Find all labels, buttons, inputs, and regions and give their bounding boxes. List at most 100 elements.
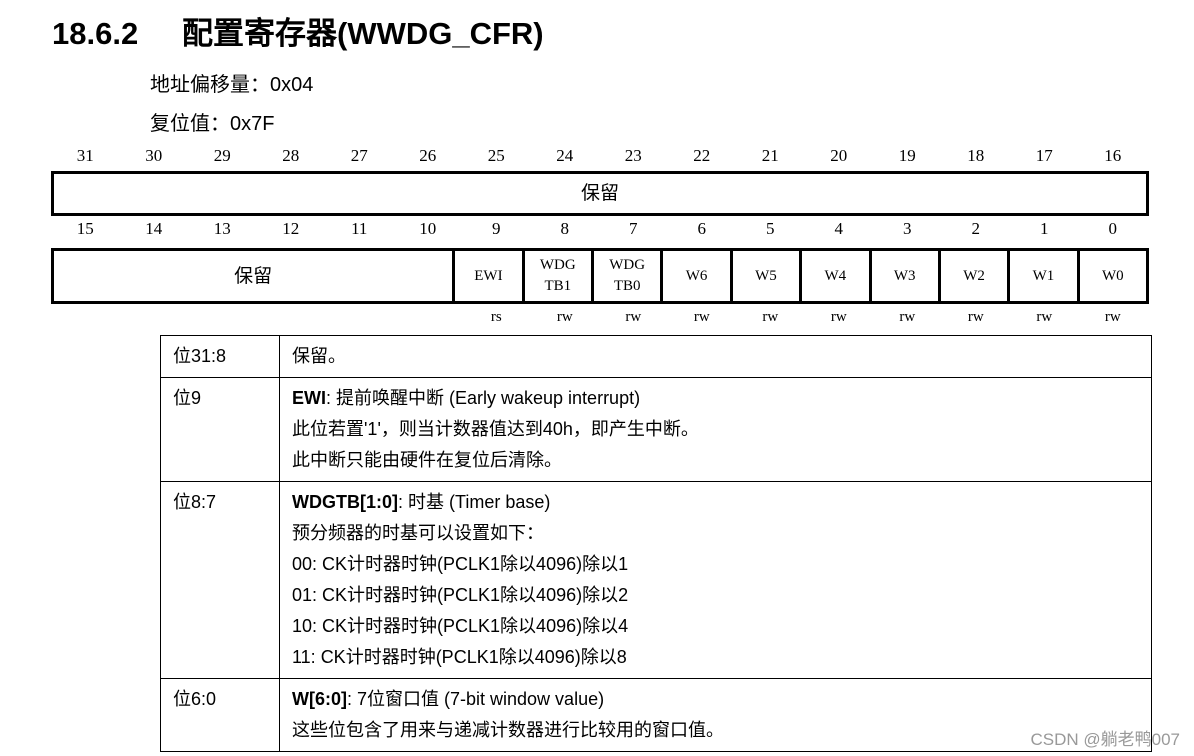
reset-value-text: 0x7F — [230, 113, 275, 135]
bit-description: W[6:0]: 7位窗口值 (7-bit window value) 这些位包含了… — [279, 678, 1152, 752]
bit-number: 16 — [1104, 146, 1122, 165]
access-type: rw — [830, 309, 847, 325]
bit-number: 23 — [624, 146, 642, 165]
bit-number: 0 — [1108, 219, 1118, 238]
access-type: rw — [1104, 309, 1121, 325]
bit-number: 13 — [213, 219, 231, 238]
bit-number: 7 — [629, 219, 638, 238]
description-row: 位6:0 W[6:0]: 7位窗口值 (7-bit window value) 这些… — [160, 678, 1152, 752]
bit-number: 21 — [761, 146, 779, 165]
lower-bit-numbers: 15 14 13 12 11 10 9 8 7 6 5 4 3 2 1 0 — [51, 219, 1147, 239]
upper-bit-numbers: 31 30 29 28 27 26 25 24 23 22 21 20 19 18 17 16 — [51, 146, 1147, 166]
bit-description: EWI: 提前唤醒中断 (Early wakeup interrupt) 此位若置… — [279, 377, 1152, 482]
access-row: rs rw rw rw rw rw rw rw rw rw — [51, 309, 1147, 326]
section-number: 18.6.2 — [52, 16, 139, 51]
reset-label: 复位值： — [150, 113, 230, 135]
bit-number: 24 — [556, 146, 574, 165]
bit-number: 3 — [903, 219, 912, 238]
bit-range: 位8:7 — [160, 481, 280, 679]
description-line: 00: CK计时器时钟(PCLK1除以4096)除以1 — [292, 554, 629, 574]
bit-description: WDGTB[1:0]: 时基 (Timer base) 预分频器的时基可以设置如下… — [279, 481, 1152, 679]
description-heading: WDGTB[1:0]: 时基 (Timer base) — [292, 487, 1139, 518]
register-field: W0 — [1076, 251, 1146, 301]
access-type: rw — [762, 309, 779, 325]
bit-number: 8 — [560, 219, 570, 238]
bit-range: 位31:8 — [160, 335, 280, 378]
bit-description: 保留。 — [279, 335, 1152, 378]
bit-number: 29 — [213, 146, 231, 165]
bit-range: 位9 — [160, 377, 280, 482]
register-field: EWI — [452, 251, 521, 301]
bit-number: 31 — [76, 146, 94, 165]
register-field: W3 — [868, 251, 938, 301]
bit-number: 17 — [1035, 146, 1053, 165]
bit-number: 5 — [766, 219, 775, 238]
reserved-field: 保留 — [580, 183, 619, 204]
access-type: rw — [556, 309, 573, 325]
access-type: rw — [899, 309, 916, 325]
bit-number: 1 — [1040, 219, 1049, 238]
register-field: W5 — [729, 251, 799, 301]
access-type — [51, 309, 462, 326]
watermark: CSDN @躺老鸭007 — [1030, 730, 1180, 749]
register-field: W6 — [660, 251, 729, 301]
bit-number: 4 — [834, 219, 844, 238]
field-name: EWI — [292, 388, 326, 408]
bit-number: 14 — [145, 219, 163, 238]
field-name: W[6:0] — [292, 689, 347, 709]
description-line: 此中断只能由硬件在复位后清除。 — [292, 450, 562, 470]
register-field: W2 — [937, 251, 1007, 301]
bit-number: 20 — [830, 146, 848, 165]
bit-range: 位6:0 — [160, 678, 280, 752]
section-title: 18.6.2 配置寄存器(WWDG_CFR) — [52, 8, 544, 53]
bit-number: 12 — [282, 219, 300, 238]
description-heading: 保留。 — [292, 341, 1139, 372]
field-title: : 7位窗口值 (7-bit window value) — [347, 689, 605, 709]
bit-number: 2 — [971, 219, 981, 238]
field-name: WDGTB[1:0] — [292, 492, 398, 512]
field-title: : 时基 (Timer base) — [398, 492, 551, 512]
bit-number: 22 — [693, 146, 711, 165]
access-type: rw — [693, 309, 710, 325]
bit-number: 27 — [350, 146, 368, 165]
bit-number: 15 — [76, 219, 94, 238]
access-type: rs — [490, 309, 502, 325]
description-line: 这些位包含了用来与递减计数器进行比较用的窗口值。 — [292, 720, 724, 740]
offset-value: 0x04 — [270, 74, 314, 96]
description-heading: EWI: 提前唤醒中断 (Early wakeup interrupt) — [292, 383, 1139, 414]
bit-number: 30 — [145, 146, 163, 165]
description-row: 位9 EWI: 提前唤醒中断 (Early wakeup interrupt) 此位… — [160, 377, 1152, 482]
bit-number: 9 — [492, 219, 501, 238]
address-offset: 地址偏移量：0x04 — [150, 68, 313, 97]
upper-register-row: 保留 — [51, 171, 1149, 216]
register-field: 保留 — [234, 265, 273, 287]
description-line: 10: CK计时器时钟(PCLK1除以4096)除以4 — [292, 616, 629, 636]
description-row: 位8:7 WDGTB[1:0]: 时基 (Timer base) 预分频器的时基可以… — [160, 481, 1152, 679]
bit-number: 26 — [419, 146, 437, 165]
bit-number: 25 — [487, 146, 505, 165]
lower-register-row: 保留 EWI WDG TB1 WDG TB0 W6 W5 W4 W3 W2 W1 W0 — [51, 248, 1149, 304]
bit-number: 11 — [351, 219, 368, 238]
description-line: 11: CK计时器时钟(PCLK1除以4096)除以8 — [292, 647, 627, 667]
access-type: rw — [625, 309, 642, 325]
description-line: 01: CK计时器时钟(PCLK1除以4096)除以2 — [292, 585, 629, 605]
description-heading: W[6:0]: 7位窗口值 (7-bit window value) — [292, 684, 1139, 715]
field-title: : 提前唤醒中断 (Early wakeup interrupt) — [326, 388, 641, 408]
offset-label: 地址偏移量： — [150, 74, 270, 96]
register-field: W4 — [799, 251, 868, 301]
bit-number: 19 — [898, 146, 916, 165]
register-field: W1 — [1007, 251, 1076, 301]
bit-number: 18 — [967, 146, 985, 165]
section-name: 配置寄存器(WWDG_CFR) — [182, 16, 544, 51]
description-line: 此位若置'1'，则当计数器值达到40h，即产生中断。 — [292, 419, 699, 439]
access-type: rw — [967, 309, 984, 325]
field-title: 保留。 — [292, 346, 346, 366]
bit-description-table: 位31:8 保留。 位9 EWI: 提前唤醒中断 (Early wakeup inte… — [160, 335, 1152, 752]
description-line: 预分频器的时基可以设置如下： — [292, 523, 544, 543]
bit-number: 6 — [697, 219, 707, 238]
reset-value: 复位值：0x7F — [150, 107, 274, 136]
bit-number: 28 — [282, 146, 300, 165]
description-row: 位31:8 保留。 — [160, 335, 1152, 378]
access-type: rw — [1036, 309, 1053, 325]
